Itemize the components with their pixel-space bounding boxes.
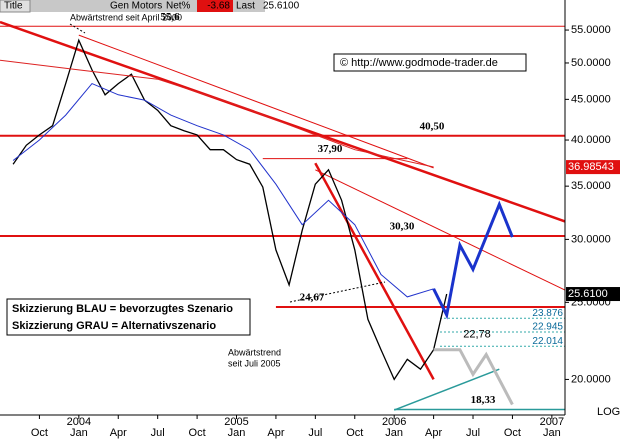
y-tick-label: 55.0000 xyxy=(571,24,611,36)
year-label: 2007 xyxy=(540,416,564,428)
fib-label: 23.876 xyxy=(532,308,563,319)
year-label: 2004 xyxy=(67,416,91,428)
header-label: Last xyxy=(236,1,255,12)
price-tag xyxy=(566,160,620,175)
trendline xyxy=(0,20,566,223)
header-net-box xyxy=(197,0,233,12)
trendline xyxy=(78,34,434,169)
year-label: 2005 xyxy=(224,416,248,428)
series-line xyxy=(0,59,434,168)
level-label: 18,33 xyxy=(471,394,496,406)
x-tick-label: Oct xyxy=(504,427,521,439)
y-tick-label: 50.0000 xyxy=(571,57,611,69)
y-tick-label: 45.0000 xyxy=(571,93,611,105)
annotation: seit Juli 2005 xyxy=(228,358,281,368)
x-tick-label: Apr xyxy=(267,427,284,439)
header-label: Net% xyxy=(166,1,191,12)
level-label: 40,50 xyxy=(420,120,445,132)
value-annotation: 22,78 xyxy=(463,328,491,340)
header-cell xyxy=(0,0,31,13)
trend-pointer xyxy=(289,281,386,303)
fib-label: 22.014 xyxy=(532,336,563,347)
level-label: 37,90 xyxy=(318,143,343,155)
price-tag-label: 25.6100 xyxy=(568,288,608,300)
scale-label: LOG xyxy=(597,406,620,418)
x-tick-label: Jan xyxy=(70,427,88,439)
scenario-path xyxy=(432,200,514,320)
x-tick-label: Oct xyxy=(189,427,206,439)
level-label: 24,67 xyxy=(300,291,325,303)
y-tick-label: 20.0000 xyxy=(571,373,611,385)
x-tick-label: Jan xyxy=(228,427,246,439)
copyright-box xyxy=(333,53,527,72)
header: Title Gen Motors Net% -3.68 Last 25.6100 xyxy=(0,0,300,13)
x-tick-label: Oct xyxy=(31,427,48,439)
annotation: Abwärtstrend xyxy=(228,347,281,357)
y-tick-label: 30.0000 xyxy=(571,233,611,245)
trend-pointer xyxy=(69,23,86,34)
price-tag-label: 36.98543 xyxy=(568,161,614,173)
x-tick-label: Oct xyxy=(346,427,363,439)
level-label: 55,6 xyxy=(160,11,180,23)
trendline xyxy=(314,162,435,381)
series-line xyxy=(12,82,434,298)
fib-label: 22.945 xyxy=(532,322,563,333)
copyright: © http://www.godmode-trader.de xyxy=(340,57,498,69)
x-tick-label: Apr xyxy=(110,427,127,439)
x-tick-label: Jan xyxy=(543,427,561,439)
legend-text: Skizzierung GRAU = Alternativszenario xyxy=(12,320,216,332)
x-tick-label: Jul xyxy=(151,427,165,439)
series-line xyxy=(12,38,448,381)
level-label: 30,30 xyxy=(390,220,415,232)
header-label: Title xyxy=(4,1,23,12)
scenario-path xyxy=(433,348,514,406)
legend-box xyxy=(6,298,251,336)
legend-text: Skizzierung BLAU = bevorzugtes Szenario xyxy=(12,303,233,315)
x-tick-label: Apr xyxy=(425,427,442,439)
trendline xyxy=(315,169,566,291)
x-tick-label: Jul xyxy=(308,427,322,439)
trendline xyxy=(393,368,500,411)
header-net-value: -3.68 xyxy=(207,1,230,12)
price-tag xyxy=(566,287,620,302)
y-tick-label: 40.0000 xyxy=(571,134,611,146)
plot-area xyxy=(0,20,566,411)
annotation: Abwärtstrend seit April 2000 xyxy=(70,12,182,22)
x-tick-label: Jan xyxy=(385,427,403,439)
y-tick-label: 35.0000 xyxy=(571,180,611,192)
header-symbol: Gen Motors xyxy=(110,1,162,12)
header-last-value: 25.6100 xyxy=(263,1,300,12)
year-label: 2006 xyxy=(382,416,406,428)
x-tick-label: Jul xyxy=(466,427,480,439)
